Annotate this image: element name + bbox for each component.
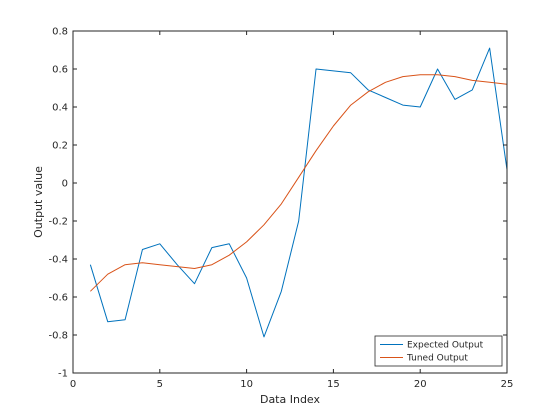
y-tick-label: -1 [58,369,68,380]
x-tick-label: 15 [327,379,340,390]
y-tick-label: 0.2 [52,141,68,152]
series-line-expected-output [89,47,508,338]
y-tick-label: 0.6 [52,65,68,76]
x-tick-label: 0 [70,379,76,390]
y-tick-label: -0.2 [48,217,68,228]
plot-area [73,31,507,373]
x-tick-label: 10 [240,379,253,390]
legend-label-tuned-output: Tuned Output [406,354,468,364]
x-axis-label: Data Index [260,393,321,406]
y-tick-label: 0.8 [52,27,68,38]
y-tick-label: 0.4 [52,103,68,114]
x-tick-label: 25 [501,379,514,390]
x-tick-label: 5 [157,379,163,390]
y-axis-label: Output value [32,166,45,238]
y-tick-label: -0.4 [48,255,68,266]
y-tick-label: 0 [62,179,68,190]
y-tick-label: -0.8 [48,331,68,342]
legend-box [374,335,503,367]
y-tick-label: -0.6 [48,293,68,304]
x-axis: 0 5 10 15 20 25 [70,31,514,390]
y-axis: -1 -0.8 -0.6 -0.4 -0.2 0 0.2 0.4 0.6 0.8 [48,27,507,380]
plot-frame [72,30,508,374]
legend: Expected Output Tuned Output [374,335,503,367]
x-tick-label: 20 [414,379,427,390]
legend-label-expected-output: Expected Output [407,341,484,351]
series-line-tuned-output [90,74,508,292]
series-layer [89,47,508,338]
